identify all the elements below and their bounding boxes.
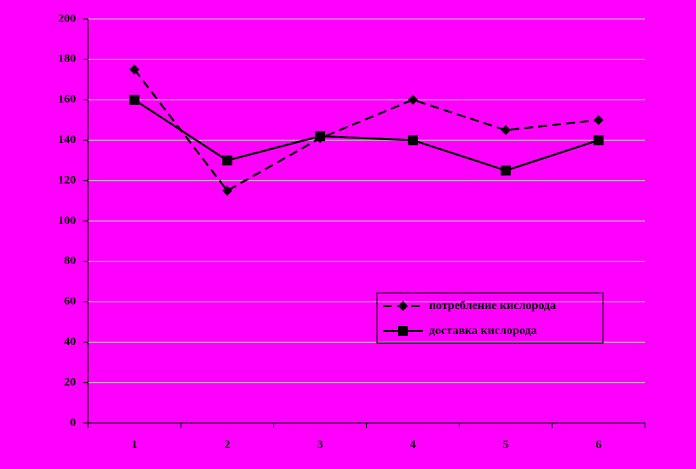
x-tick-label: 2 (224, 437, 230, 451)
x-tick-label: 1 (131, 437, 137, 451)
y-tick-label: 120 (58, 172, 76, 186)
y-tick-label: 160 (58, 92, 76, 106)
y-tick-label: 100 (58, 213, 76, 227)
diamond-marker (222, 185, 233, 196)
square-marker (500, 165, 511, 176)
line (133, 98, 599, 172)
x-tick-label: 4 (410, 437, 416, 451)
square-marker (129, 94, 140, 105)
diamond-marker (593, 115, 604, 125)
y-tick-label: 180 (58, 51, 76, 65)
y-tick-label: 0 (70, 415, 76, 429)
square-marker (593, 135, 604, 146)
square-marker (315, 131, 326, 142)
diamond-marker (500, 125, 511, 136)
x-tick-label: 3 (317, 437, 323, 451)
legend-label: доставка кислорода (429, 323, 537, 337)
y-tick-label: 20 (64, 374, 76, 388)
square-marker (398, 326, 408, 336)
diamond-marker (129, 64, 140, 75)
x-tick-label: 5 (503, 437, 509, 451)
y-tick-label: 80 (64, 253, 76, 267)
legend-label: потребление кислорода (429, 298, 556, 312)
square-marker (222, 155, 233, 166)
y-tick-label: 200 (58, 11, 76, 25)
diamond-marker (398, 301, 408, 311)
y-tick-label: 60 (64, 294, 76, 308)
square-marker (407, 135, 418, 146)
y-tick-label: 140 (58, 132, 76, 146)
line (133, 68, 599, 192)
diamond-marker (407, 94, 418, 105)
x-tick-label: 6 (596, 437, 602, 451)
y-tick-label: 40 (64, 334, 76, 348)
legend-box (376, 292, 604, 344)
